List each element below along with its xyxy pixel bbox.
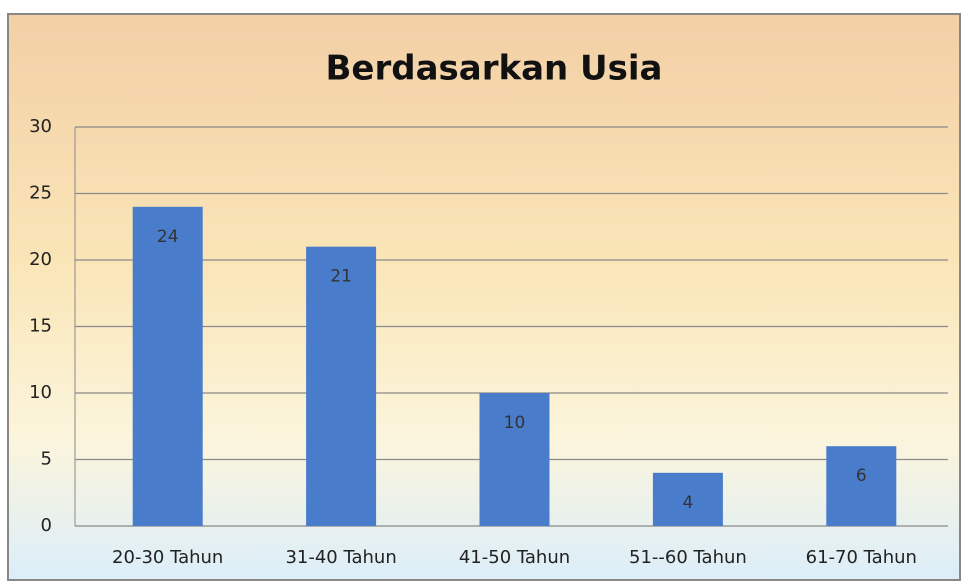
y-tick-label: 10: [29, 382, 52, 403]
y-tick-label: 0: [41, 515, 52, 536]
bar: [132, 206, 203, 527]
bar: [479, 393, 550, 526]
chart-title: Berdasarkan Usia: [325, 49, 662, 89]
data-label: 24: [157, 227, 179, 247]
y-tick-label: 25: [29, 183, 52, 204]
y-tick-label: 30: [29, 116, 52, 137]
x-tick-label: 41-50 Tahun: [459, 547, 570, 568]
bar: [652, 472, 723, 526]
bar: [306, 246, 377, 526]
y-tick-label: 5: [41, 449, 52, 470]
x-tick-label: 51--60 Tahun: [629, 547, 747, 568]
data-label: 10: [504, 413, 526, 433]
y-tick-label: 20: [29, 249, 52, 270]
x-tick-label: 20-30 Tahun: [112, 547, 223, 568]
bar: [826, 446, 897, 526]
x-tick-label: 61-70 Tahun: [806, 547, 917, 568]
x-tick-label: 31-40 Tahun: [285, 547, 396, 568]
data-label: 6: [856, 466, 867, 486]
data-label: 21: [330, 267, 352, 287]
data-label: 4: [682, 493, 693, 513]
y-tick-label: 15: [29, 316, 52, 337]
